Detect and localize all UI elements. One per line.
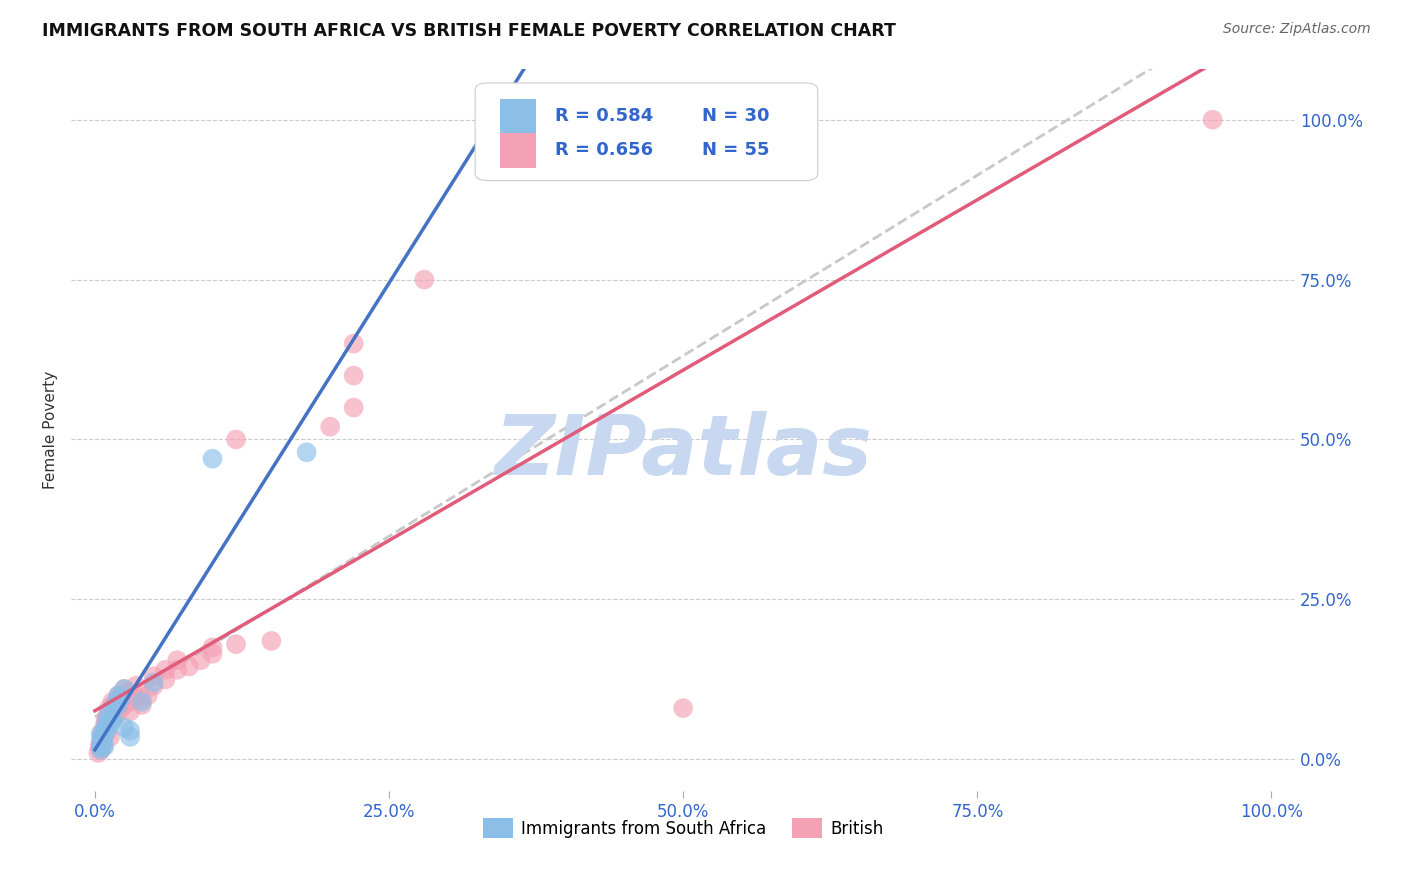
FancyBboxPatch shape bbox=[475, 83, 818, 180]
Point bbox=[260, 634, 283, 648]
Point bbox=[672, 701, 695, 715]
Point bbox=[96, 714, 118, 728]
Point bbox=[319, 419, 342, 434]
Point bbox=[120, 704, 142, 718]
Text: ZIPatlas: ZIPatlas bbox=[495, 411, 872, 492]
Point bbox=[201, 451, 224, 466]
Point bbox=[90, 742, 112, 756]
Point bbox=[190, 653, 212, 667]
Point bbox=[107, 691, 129, 706]
Point bbox=[166, 653, 188, 667]
Text: IMMIGRANTS FROM SOUTH AFRICA VS BRITISH FEMALE POVERTY CORRELATION CHART: IMMIGRANTS FROM SOUTH AFRICA VS BRITISH … bbox=[42, 22, 896, 40]
Point bbox=[89, 739, 111, 754]
Point bbox=[142, 679, 165, 693]
Point bbox=[201, 647, 224, 661]
Point bbox=[96, 723, 118, 738]
Point bbox=[93, 720, 115, 734]
Point bbox=[100, 714, 122, 728]
Point bbox=[91, 730, 114, 744]
Point bbox=[96, 727, 118, 741]
Point bbox=[125, 679, 148, 693]
Point bbox=[93, 739, 115, 754]
Point bbox=[120, 723, 142, 738]
Point bbox=[105, 707, 128, 722]
Point bbox=[90, 733, 112, 747]
Point bbox=[107, 689, 129, 703]
Point bbox=[166, 663, 188, 677]
Point bbox=[107, 689, 129, 703]
Point bbox=[105, 695, 128, 709]
Point bbox=[112, 681, 135, 696]
Point bbox=[131, 695, 153, 709]
Point bbox=[94, 720, 117, 734]
Point bbox=[120, 730, 142, 744]
Text: R = 0.584: R = 0.584 bbox=[555, 107, 652, 125]
Point bbox=[107, 698, 129, 712]
Point bbox=[295, 445, 318, 459]
Point bbox=[90, 727, 112, 741]
Point bbox=[125, 691, 148, 706]
Point bbox=[131, 691, 153, 706]
Point bbox=[120, 695, 142, 709]
Point bbox=[98, 717, 121, 731]
Point bbox=[343, 336, 366, 351]
Point bbox=[90, 730, 112, 744]
Legend: Immigrants from South Africa, British: Immigrants from South Africa, British bbox=[477, 812, 890, 845]
Point bbox=[101, 695, 124, 709]
Point bbox=[98, 701, 121, 715]
Point bbox=[101, 711, 124, 725]
Text: R = 0.656: R = 0.656 bbox=[555, 141, 652, 159]
Point bbox=[90, 736, 112, 750]
Point bbox=[343, 401, 366, 415]
Text: N = 30: N = 30 bbox=[702, 107, 769, 125]
Point bbox=[110, 701, 132, 715]
Point bbox=[105, 698, 128, 712]
Point bbox=[96, 711, 118, 725]
Point bbox=[93, 727, 115, 741]
Point bbox=[97, 707, 120, 722]
Point bbox=[91, 736, 114, 750]
Point bbox=[101, 701, 124, 715]
Point bbox=[225, 637, 247, 651]
Point bbox=[131, 698, 153, 712]
Point bbox=[136, 689, 159, 703]
Point bbox=[112, 720, 135, 734]
Point bbox=[155, 673, 177, 687]
Point bbox=[101, 704, 124, 718]
Point bbox=[110, 691, 132, 706]
Point bbox=[177, 659, 200, 673]
Point bbox=[87, 746, 110, 760]
FancyBboxPatch shape bbox=[499, 99, 536, 134]
Point bbox=[98, 730, 121, 744]
Point bbox=[201, 640, 224, 655]
Point bbox=[1201, 112, 1223, 127]
Point bbox=[112, 681, 135, 696]
Point bbox=[101, 714, 124, 728]
Y-axis label: Female Poverty: Female Poverty bbox=[44, 371, 58, 489]
Point bbox=[343, 368, 366, 383]
Point bbox=[225, 433, 247, 447]
Point bbox=[91, 739, 114, 754]
Point bbox=[90, 739, 112, 754]
FancyBboxPatch shape bbox=[499, 133, 536, 168]
Point bbox=[90, 736, 112, 750]
Text: Source: ZipAtlas.com: Source: ZipAtlas.com bbox=[1223, 22, 1371, 37]
Point bbox=[98, 714, 121, 728]
Point bbox=[155, 663, 177, 677]
Point bbox=[142, 675, 165, 690]
Point bbox=[413, 272, 436, 286]
Point bbox=[94, 714, 117, 728]
Point bbox=[98, 717, 121, 731]
Point bbox=[103, 711, 125, 725]
Point bbox=[117, 685, 139, 699]
Text: N = 55: N = 55 bbox=[702, 141, 769, 159]
Point bbox=[90, 742, 112, 756]
Point bbox=[91, 733, 114, 747]
Point bbox=[112, 698, 135, 712]
Point bbox=[98, 707, 121, 722]
Point bbox=[142, 669, 165, 683]
Point bbox=[90, 727, 112, 741]
